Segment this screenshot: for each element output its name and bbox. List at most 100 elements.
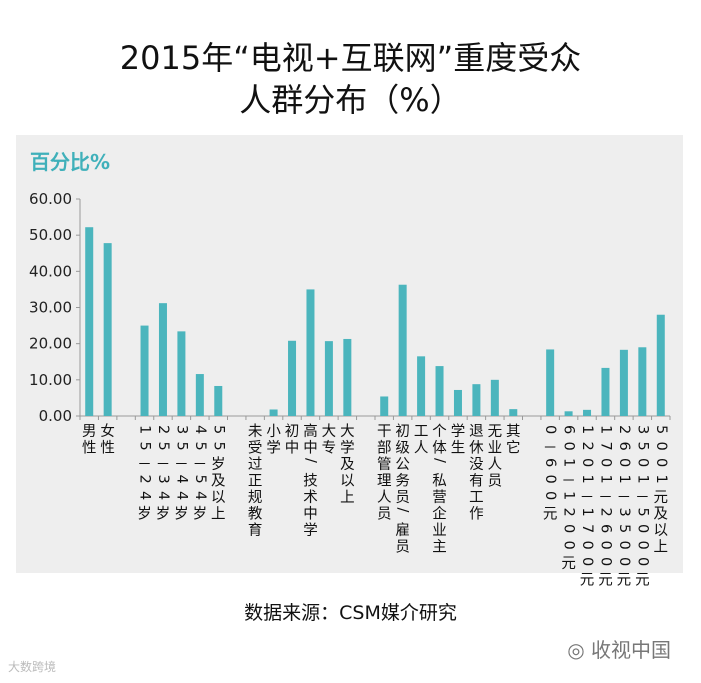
chart-title-line-2: 人群分布（%） [239,81,462,119]
x-tick-label-char: 部 [377,440,392,457]
x-tick-label-char: 业 [432,522,447,539]
x-tick-label-char: 营 [432,489,447,506]
bar [85,227,94,416]
bar [619,349,628,416]
x-tick-label-char: 0 [653,458,669,467]
x-tick-label-char: 术 [303,489,318,506]
x-tick-label-char: 3 [173,425,189,434]
x-tick-label-char: 男 [82,424,97,440]
x-tick-label-char: 5 [192,475,208,484]
bar [417,356,426,416]
bar [343,338,352,416]
bar [656,314,665,416]
x-tick-label-char: 0 [634,524,650,533]
bar [564,411,573,416]
x-tick-label-char: 0 [634,557,650,566]
x-tick-label-char: 0 [634,458,650,467]
x-tick-label-char: 它 [506,439,521,457]
x-tick-label-char: 专 [322,440,337,457]
x-tick-label-char: 6 [542,458,558,467]
bar [288,340,297,416]
x-tick-label-char: 4 [173,491,189,500]
x-tick-label-char: 岁 [174,506,189,523]
x-tick-label-char: 学 [266,440,281,457]
watermark-right: ◎ 收视中国 [567,634,671,663]
x-tick-label-char: / [432,458,448,463]
x-tick-label-char: 以 [654,523,669,539]
x-tick-label-char: 企 [432,505,447,523]
x-tick-label-char: 1 [653,475,669,484]
x-tick-label-char: 岁 [193,506,208,523]
x-tick-label-char: 受 [248,440,263,457]
x-tick-label-char: 岁 [156,506,171,523]
x-tick-label-char: 未 [248,423,263,440]
x-tick-label-char: 5 [173,442,189,451]
x-tick-label-char: 元 [580,573,595,589]
x-tick-label-char: 干 [377,424,392,440]
x-tick-label-char: 私 [432,473,447,490]
x-tick-label-char: 规 [248,489,263,506]
x-tick-label-char: 0 [579,541,595,550]
x-tick-label-char: 管 [377,456,392,473]
x-tick-label-char: 员 [377,507,392,523]
x-tick-label-char: 4 [155,491,171,500]
x-tick-label-char: 学 [340,440,355,457]
y-axis-label: 百分比% [30,150,111,174]
x-tick-label-char: 0 [561,524,577,533]
x-tick-label-char: 上 [340,489,355,506]
x-tick-label-char: 学 [303,522,318,539]
wechat-icon: ◎ [567,638,591,662]
x-tick-label-char: 2 [597,508,613,517]
x-tick-label-char: 0 [579,557,595,566]
x-tick-label-char: 0 [616,557,632,566]
x-tick-label-char: 员 [395,540,410,556]
x-tick-label-char: 5 [634,442,650,451]
watermark-left: 大数跨境 [8,660,57,674]
x-tick-label-char: 工 [469,490,484,506]
x-tick-label-char: 1 [579,508,595,517]
x-tick-label-char: 元 [654,490,669,506]
x-tick-label-char: 性 [82,440,97,457]
x-tick-label-char: 3 [616,508,632,517]
y-tick-label: 60.00 [29,190,72,208]
x-tick-label-char: 6 [597,524,613,533]
x-tick-label-char: 5 [616,524,632,533]
x-tick-label-char: 学 [451,423,466,440]
x-tick-label-char: 3 [155,475,171,484]
x-tick-label-char: 务 [395,473,410,490]
x-tick-label-char: 无 [488,424,503,440]
x-tick-label-char: 以 [340,474,355,490]
x-tick-label-char: 有 [469,473,484,490]
x-tick-label-char: / [302,458,318,463]
x-tick-label-char: 中 [303,440,318,457]
x-tick-label-char: 0 [597,541,613,550]
x-tick-label-char: 6 [561,425,577,434]
x-tick-label-char: 上 [654,539,669,556]
x-tick-label-char: 体 [432,440,447,457]
x-tick-label-char: 以 [211,490,226,506]
bar [490,379,499,416]
x-tick-label-char: 员 [488,474,503,490]
x-tick-label-char: 中 [303,506,318,523]
chart-title-line-1: 2015年“电视+互联网”重度受众 [119,39,582,77]
y-tick-label: 10.00 [29,371,72,389]
x-tick-label-char: 个 [432,423,447,440]
x-tick-label-char: 3 [634,425,650,434]
bar [380,396,389,416]
x-tick-label-char: 0 [653,442,669,451]
x-tick-label-char: 0 [597,458,613,467]
bar [195,374,204,416]
x-tick-label-char: 1 [561,491,577,500]
x-tick-label-char: 休 [469,440,484,457]
bar [324,341,333,416]
x-tick-label-char: 员 [395,490,410,506]
x-tick-label-char: 4 [137,491,153,500]
x-tick-label-char: － [193,457,208,473]
x-tick-label-char: 过 [248,456,263,473]
bar [583,409,592,416]
x-tick-label-char: 大 [322,423,337,440]
x-tick-label-char: － [137,457,152,473]
x-tick-label-char: 主 [432,539,447,556]
data-source: 数据来源：CSM媒介研究 [244,602,457,624]
